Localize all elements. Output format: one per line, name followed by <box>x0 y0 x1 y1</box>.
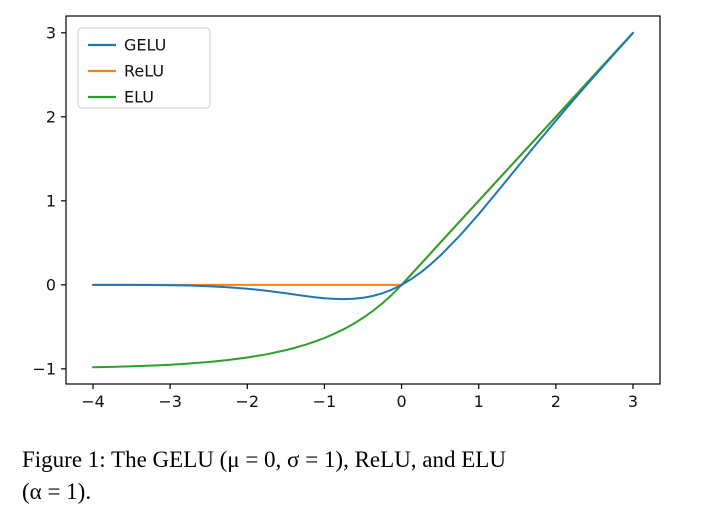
y-tick-label: 0 <box>46 275 56 294</box>
x-tick-label: 2 <box>551 392 561 411</box>
figure-caption: Figure 1: The GELU (μ = 0, σ = 1), ReLU,… <box>22 444 702 508</box>
series-line-gelu <box>92 32 634 301</box>
activation-functions-plot: −4 −3 −2 −1 0 1 2 3 −1 0 1 2 3 GELU ReLU ELU <box>32 15 661 411</box>
legend-label-relu: ReLU <box>124 62 164 81</box>
x-tick-label: 1 <box>474 392 484 411</box>
x-tick-label: −4 <box>81 392 105 411</box>
caption-line-1: Figure 1: The GELU (μ = 0, σ = 1), ReLU,… <box>22 447 506 472</box>
series-line-elu <box>92 31 634 369</box>
x-tick-label: −1 <box>313 392 337 411</box>
x-tick-label: −2 <box>235 392 259 411</box>
y-tick-label: 1 <box>46 191 56 210</box>
x-tick-label: 0 <box>396 392 406 411</box>
paper-figure: −4 −3 −2 −1 0 1 2 3 −1 0 1 2 3 GELU ReLU ELU Figure 1: … <box>22 15 702 508</box>
y-tick-label: −1 <box>32 359 56 378</box>
x-tick-label: −3 <box>158 392 182 411</box>
legend-label-elu: ELU <box>124 88 154 107</box>
x-tick-label: 3 <box>628 392 638 411</box>
y-tick-label: 3 <box>46 23 56 42</box>
caption-line-2: (α = 1). <box>22 479 92 505</box>
legend-box <box>77 27 211 109</box>
y-tick-label: 2 <box>46 107 56 126</box>
legend-label-gelu: GELU <box>124 36 166 55</box>
axes-frame <box>65 15 661 385</box>
